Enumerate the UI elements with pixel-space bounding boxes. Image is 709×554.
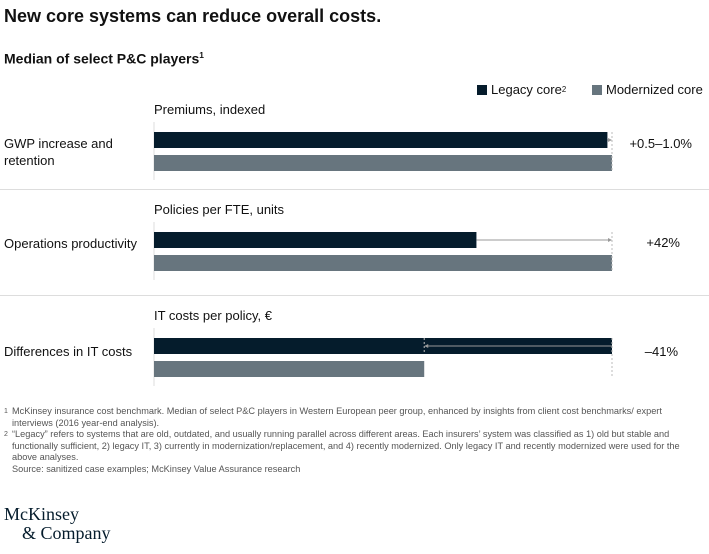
bar-modernized — [154, 155, 612, 171]
footnote-text: McKinsey insurance cost benchmark. Media… — [12, 406, 662, 428]
logo-line-2: & Company — [22, 523, 111, 543]
group-label-2: Operations productivity — [4, 236, 137, 251]
legend-label-modernized: Modernized core — [606, 82, 703, 97]
change-label-3: –41% — [644, 344, 678, 359]
legend-swatch-legacy — [477, 84, 487, 95]
legend-label-legacy: Legacy core — [491, 82, 562, 97]
divider — [0, 189, 709, 190]
logo-line-1: McKinsey — [4, 504, 79, 524]
divider — [0, 295, 709, 296]
arrow-head — [608, 238, 612, 242]
group-label-1: GWP increase and retention — [4, 136, 113, 168]
bar-chart — [153, 122, 613, 386]
footnote-text: “Legacy” refers to systems that are old,… — [12, 429, 680, 462]
chart-subtitle: Median of select P&C players1 — [4, 50, 204, 67]
mckinsey-logo: McKinsey & Company — [4, 505, 111, 543]
source-note: Source: sanitized case examples; McKinse… — [12, 463, 301, 474]
footnote-1: 1 McKinsey insurance cost benchmark. Medi… — [4, 406, 704, 429]
bar-modernized — [154, 255, 612, 271]
legend-swatch-modernized — [592, 84, 602, 95]
arrow-head — [608, 138, 612, 142]
legend-footnote-legacy: 2 — [561, 85, 567, 94]
bar-legacy — [154, 338, 612, 354]
legend-item-legacy: Legacy core 2 — [477, 82, 566, 97]
subtitle-footnote: 1 — [199, 50, 204, 60]
bar-modernized — [154, 361, 425, 377]
footnote-number: 2 — [4, 431, 8, 438]
change-label-2: +42% — [646, 235, 680, 250]
bar-legacy — [154, 132, 608, 148]
arrow-head — [424, 344, 429, 348]
legend-item-modernized: Modernized core — [592, 82, 703, 97]
metric-label-2: Policies per FTE, units — [154, 202, 285, 217]
change-label-1: +0.5–1.0% — [629, 136, 692, 151]
subtitle-text: Median of select P&C players — [4, 50, 200, 67]
metric-label-1: Premiums, indexed — [154, 102, 266, 117]
footnote-2: 2 “Legacy” refers to systems that are old… — [4, 429, 704, 464]
metric-label-3: IT costs per policy, € — [154, 308, 273, 323]
group-label-3: Differences in IT costs — [4, 344, 133, 359]
chart-title: New core systems can reduce overall cost… — [4, 6, 382, 26]
bar-legacy — [154, 232, 477, 248]
footnotes: 1 McKinsey insurance cost benchmark. Medi… — [4, 406, 704, 475]
footnote-number: 1 — [4, 408, 8, 415]
